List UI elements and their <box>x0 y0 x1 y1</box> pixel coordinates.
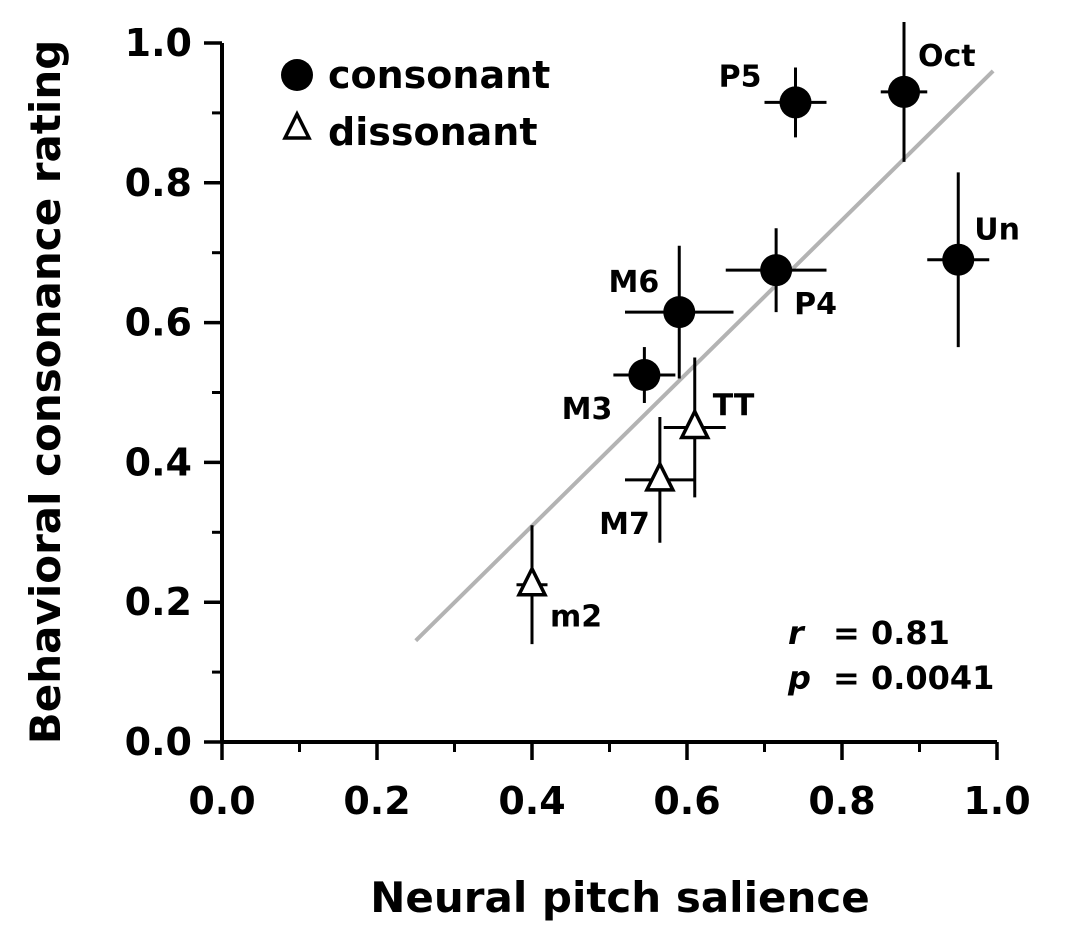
point-label-m7: M7 <box>599 507 650 542</box>
regression-line <box>414 69 995 643</box>
legend-marker-consonant <box>281 59 313 91</box>
point-oct <box>888 75 920 108</box>
point-label-m6: M6 <box>609 265 660 300</box>
point-label-oct: Oct <box>918 39 976 74</box>
point-label-un: Un <box>974 213 1020 248</box>
y-tick-label: 0.0 <box>125 720 192 764</box>
point-un <box>942 243 975 276</box>
point-label-p5: P5 <box>719 59 762 94</box>
stats-annotation: r = 0.81 p = 0.0041 <box>787 614 994 697</box>
x-tick-label: 1.0 <box>963 779 1030 823</box>
legend-label-dissonant: dissonant <box>328 110 537 154</box>
point-m6 <box>663 296 696 329</box>
point-label-tt: TT <box>713 388 755 423</box>
point-label-m2: m2 <box>550 600 602 635</box>
y-tick-label: 0.6 <box>125 301 192 345</box>
x-axis-title: Neural pitch salience <box>370 873 869 922</box>
y-axis-title: Behavioral consonance rating <box>21 40 70 745</box>
point-m3 <box>628 359 661 392</box>
legend-label-consonant: consonant <box>328 53 550 97</box>
point-p5 <box>779 86 812 119</box>
point-p4 <box>760 254 793 287</box>
stat-r-symbol: r <box>788 614 806 652</box>
x-tick-label: 0.0 <box>188 779 255 823</box>
y-tick-label: 0.4 <box>125 440 192 484</box>
point-label-m3: M3 <box>562 392 613 427</box>
legend-marker-dissonant <box>282 110 312 140</box>
x-tick-label: 0.8 <box>808 779 875 823</box>
x-tick-label: 0.2 <box>343 779 410 823</box>
y-tick-label: 1.0 <box>125 21 192 65</box>
point-label-p4: P4 <box>794 287 837 322</box>
stat-p-symbol: p <box>787 659 811 697</box>
fit-line-group <box>414 69 995 643</box>
ticks: 0.0 0.2 0.4 0.6 0.8 1.0 0.0 0.2 0.4 0.6 0.8 1.0 <box>125 21 1031 823</box>
point-tt <box>678 407 711 440</box>
legend: consonant dissonant <box>281 53 550 154</box>
y-tick-label: 0.2 <box>125 580 192 624</box>
stat-r-value: = 0.81 <box>833 614 950 652</box>
x-tick-label: 0.6 <box>653 779 720 823</box>
data-marks: P5 Oct Un P4 M6 M3 TT M7 m2 <box>516 22 1020 645</box>
y-tick-label: 0.8 <box>125 161 192 205</box>
x-tick-label: 0.4 <box>498 779 565 823</box>
stat-p-value: = 0.0041 <box>833 659 994 697</box>
point-m7 <box>644 459 676 492</box>
point-m2 <box>516 564 548 597</box>
